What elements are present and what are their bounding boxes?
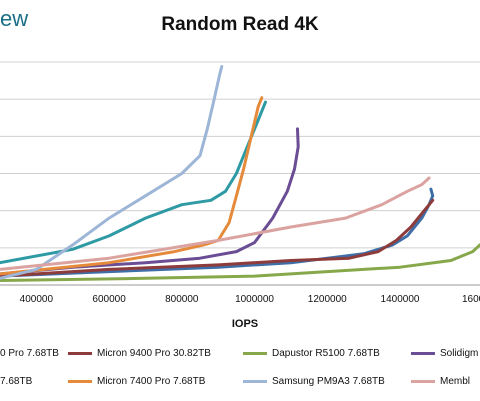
legend-item-0: 0 Pro 7.68TB [0, 348, 59, 359]
x-tick-label: 400000 [19, 294, 54, 305]
legend-swatch-6 [243, 380, 267, 383]
legend-label-4: 7.68TB [0, 376, 33, 387]
legend-item-2: Dapustor R5100 7.68TB [243, 348, 380, 359]
legend-item-3: Solidigm [411, 348, 478, 359]
legend-item-4: 7.68TB [0, 376, 32, 387]
x-tick-label: 600000 [92, 294, 126, 305]
legend-swatch-3 [411, 352, 435, 355]
series-line-2 [0, 243, 480, 282]
legend-item-7: Membl [411, 376, 470, 387]
legend-label-7: Membl [440, 376, 471, 387]
series-line-7 [0, 65, 224, 280]
series-line-8 [0, 176, 431, 271]
legend-label-0: 0 Pro 7.68TB [0, 348, 59, 359]
x-tick-label: 1200000 [307, 294, 347, 305]
legend-swatch-2 [243, 352, 267, 355]
legend-label-2: Dapustor R5100 7.68TB [272, 348, 380, 359]
legend-swatch-5 [68, 380, 92, 383]
grid-lines [0, 61, 480, 286]
x-tick-label: 1600000 [462, 294, 480, 305]
legend-label-5: Micron 7400 Pro 7.68TB [97, 376, 206, 387]
series-line-1 [0, 198, 435, 278]
legend-item-1: Micron 9400 Pro 30.82TB [68, 348, 211, 359]
series-lines [0, 65, 480, 282]
legend-item-5: Micron 7400 Pro 7.68TB [68, 376, 205, 387]
legend-label-3: Solidigm [440, 348, 479, 359]
brand-logo: ew [0, 6, 29, 31]
x-tick-label: 800000 [165, 294, 199, 305]
legend-swatch-1 [68, 352, 92, 355]
series-line-3 [0, 127, 300, 276]
x-tick-label: 1400000 [380, 294, 420, 305]
x-axis-label: IOPS [231, 318, 259, 330]
legend-label-1: Micron 9400 Pro 30.82TB [97, 348, 211, 359]
series-line-6 [0, 96, 264, 276]
x-tick-label: 1000000 [235, 294, 274, 305]
chart-title: Random Read 4K [161, 14, 319, 35]
legend-swatch-7 [411, 380, 435, 383]
legend-label-6: Samsung PM9A3 7.68TB [272, 376, 385, 387]
legend-item-6: Samsung PM9A3 7.68TB [243, 376, 385, 387]
